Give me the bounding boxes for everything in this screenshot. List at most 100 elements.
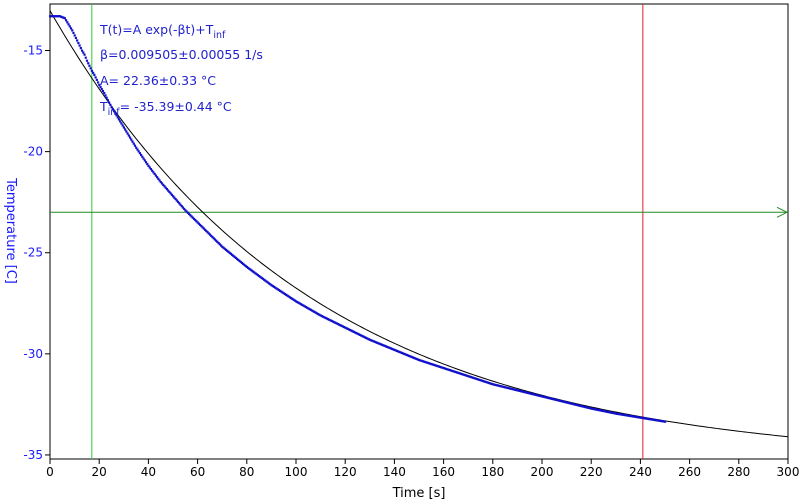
data-point bbox=[362, 335, 365, 338]
data-point bbox=[481, 379, 485, 383]
data-point bbox=[389, 347, 392, 350]
x-tick-label: 0 bbox=[46, 465, 54, 479]
data-point bbox=[51, 15, 54, 18]
data-point bbox=[414, 357, 417, 360]
data-point bbox=[132, 142, 135, 145]
data-point bbox=[494, 383, 497, 386]
data-point bbox=[657, 419, 661, 422]
data-point bbox=[121, 124, 124, 127]
data-point bbox=[429, 362, 432, 365]
data-point bbox=[207, 232, 210, 235]
data-point bbox=[390, 347, 394, 350]
data-point bbox=[154, 174, 157, 177]
plot-area bbox=[49, 3, 789, 460]
data-point bbox=[243, 263, 246, 267]
data-point bbox=[76, 39, 79, 42]
data-point bbox=[656, 419, 659, 422]
data-point bbox=[480, 379, 483, 382]
data-point bbox=[71, 29, 74, 32]
data-point bbox=[52, 15, 55, 18]
data-point bbox=[263, 278, 266, 281]
data-point bbox=[200, 225, 203, 228]
data-point bbox=[281, 291, 284, 294]
x-tick-label: 160 bbox=[432, 465, 455, 479]
data-point bbox=[216, 240, 219, 244]
data-point bbox=[303, 305, 306, 308]
data-point bbox=[144, 161, 148, 164]
data-point bbox=[506, 386, 509, 390]
data-point bbox=[579, 404, 582, 407]
data-point bbox=[250, 269, 253, 272]
data-point bbox=[469, 375, 472, 379]
data-point bbox=[404, 353, 407, 356]
data-point bbox=[478, 378, 481, 381]
data-point bbox=[620, 413, 624, 416]
data-point bbox=[597, 408, 600, 412]
data-point bbox=[568, 401, 571, 405]
data-point bbox=[625, 414, 629, 417]
data-point bbox=[603, 410, 606, 413]
data-point bbox=[510, 387, 513, 390]
data-point bbox=[261, 277, 264, 280]
data-point bbox=[338, 323, 341, 326]
data-point bbox=[221, 245, 224, 248]
data-point bbox=[468, 375, 471, 378]
data-point bbox=[500, 385, 503, 388]
data-point bbox=[640, 416, 643, 419]
data-point bbox=[463, 373, 466, 377]
data-point bbox=[457, 371, 460, 375]
data-point bbox=[85, 59, 89, 62]
data-point bbox=[430, 362, 433, 366]
data-point bbox=[451, 369, 454, 373]
data-point bbox=[529, 392, 533, 395]
data-point bbox=[217, 242, 220, 245]
data-point bbox=[169, 192, 172, 195]
data-point bbox=[435, 364, 438, 367]
arrow-right-icon bbox=[776, 206, 789, 218]
data-point bbox=[402, 352, 405, 355]
data-point bbox=[432, 363, 435, 366]
data-point bbox=[491, 383, 494, 386]
data-point bbox=[131, 140, 134, 143]
data-point bbox=[192, 217, 196, 220]
data-point bbox=[456, 371, 459, 374]
data-point bbox=[334, 321, 337, 324]
data-point bbox=[595, 408, 598, 411]
x-tick-label: 80 bbox=[239, 465, 254, 479]
data-point bbox=[63, 17, 66, 20]
data-point bbox=[602, 409, 605, 413]
data-point bbox=[367, 338, 370, 341]
data-point bbox=[659, 419, 662, 422]
data-point bbox=[399, 351, 402, 354]
data-point bbox=[57, 15, 60, 18]
data-point bbox=[258, 274, 261, 278]
data-point bbox=[606, 410, 609, 413]
data-point bbox=[552, 398, 555, 401]
data-point bbox=[269, 283, 272, 286]
data-point bbox=[95, 78, 98, 82]
data-point bbox=[541, 395, 544, 398]
data-point bbox=[271, 284, 274, 288]
data-point bbox=[639, 416, 642, 419]
data-point bbox=[378, 342, 381, 345]
data-point bbox=[206, 231, 209, 234]
data-point bbox=[325, 317, 328, 320]
data-point bbox=[292, 298, 295, 301]
data-point bbox=[526, 391, 529, 394]
data-point bbox=[452, 370, 455, 373]
data-point bbox=[329, 319, 332, 322]
data-point bbox=[77, 41, 80, 45]
data-point bbox=[98, 83, 101, 87]
data-point bbox=[319, 314, 322, 317]
data-point bbox=[265, 280, 268, 283]
data-point bbox=[168, 190, 171, 194]
data-point bbox=[664, 420, 667, 423]
data-point bbox=[554, 398, 557, 401]
data-point bbox=[68, 25, 71, 28]
data-point bbox=[133, 144, 137, 147]
data-point bbox=[381, 343, 384, 346]
data-point bbox=[654, 418, 657, 422]
data-point bbox=[136, 148, 139, 151]
data-point bbox=[559, 399, 562, 403]
data-point bbox=[297, 301, 300, 304]
